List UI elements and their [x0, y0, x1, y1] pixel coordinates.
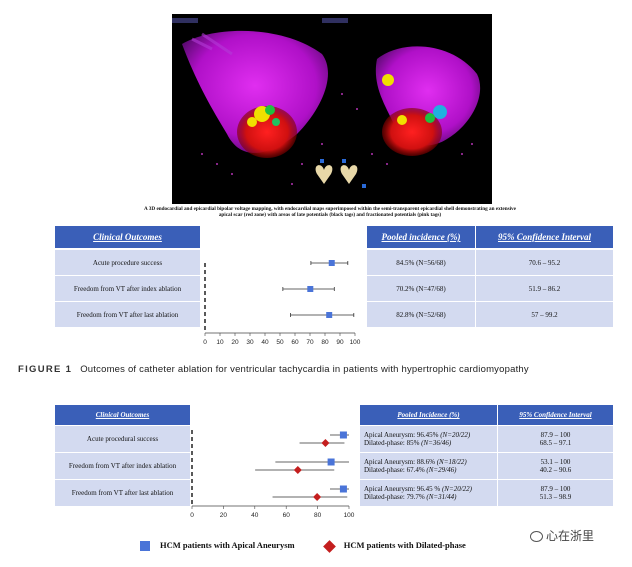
incidence-cell: Apical Aneurysm: 96.45 % (N=20/22) Dilat… [360, 480, 497, 506]
incidence-value: 84.5% (N=56/68) [367, 250, 475, 275]
confidence-interval-header-2: 95% Confidence Interval [498, 405, 613, 425]
incidence-value: 82.8% (N=52/68) [367, 302, 475, 327]
row-label: Freedom from VT after index ablation [55, 453, 190, 479]
legend-aneurysm: HCM patients with Apical Aneurysm [160, 540, 295, 550]
dilated-n: (N=31/44) [426, 493, 457, 501]
voltage-map-image [172, 14, 492, 204]
tick-label: 20 [231, 339, 239, 346]
tick-label: 80 [314, 512, 322, 519]
ci-cell: 87.9 – 100 68.5 – 97.1 [498, 426, 613, 452]
pooled-incidence-header: Pooled incidence (%) [367, 226, 475, 248]
orientation-icons [315, 159, 366, 188]
left-heart-map [182, 30, 328, 158]
blue-square-icon [140, 541, 150, 552]
legend-dilated: HCM patients with Dilated-phase [343, 540, 466, 550]
tick-label: 0 [203, 339, 207, 346]
ci-value: 57 – 99.2 [476, 302, 613, 327]
tick-label: 60 [283, 512, 291, 519]
red-diamond-icon [322, 539, 336, 553]
watermark: 心在浙里 [530, 527, 594, 544]
ci-dilated: 51.3 – 98.9 [539, 493, 572, 501]
tick-label: 50 [276, 339, 284, 346]
figure-caption: FIGURE 1 Outcomes of catheter ablation fo… [18, 364, 529, 375]
incidence-cell: Apical Aneurysm: 88.6% (N=18/22) Dilated… [360, 453, 497, 479]
row-label: Acute procedure success [55, 250, 200, 275]
confidence-interval-header: 95% Confidence Interval [476, 226, 613, 248]
tick-label: 80 [321, 339, 329, 346]
row-label: Acute procedural success [55, 426, 190, 452]
dilated-incidence: Dilated-phase: 67.4% [364, 466, 427, 474]
row-label: Freedom from VT after last ablation [55, 302, 200, 327]
tick-label: 100 [344, 512, 355, 519]
incidence-value: 70.2% (N=47/68) [367, 276, 475, 301]
ci-aneurysm: 53.1 – 100 [540, 458, 571, 466]
point-marker [307, 286, 314, 292]
legend: HCM patients with Apical Aneurysm HCM pa… [140, 539, 466, 553]
tick-label: 90 [336, 339, 344, 346]
dilated-marker [313, 493, 322, 501]
clinical-outcomes-header-2: Clinical Outcomes [55, 405, 190, 425]
forest-plot-top: 0 10 20 30 40 50 60 70 80 90 100 [203, 260, 361, 346]
aneurysm-incidence: Apical Aneurysm: 96.45 % [364, 485, 442, 493]
tick-label: 60 [291, 339, 299, 346]
point-marker [328, 260, 335, 266]
figure-title: Outcomes of catheter ablation for ventri… [80, 364, 529, 375]
aneurysm-marker [339, 431, 347, 439]
aneurysm-incidence: Apical Aneurysm: 96.45% [364, 431, 441, 439]
dilated-marker [321, 439, 330, 447]
dilated-n: (N=36/46) [421, 439, 452, 447]
tick-label: 40 [251, 512, 259, 519]
tick-label: 40 [261, 339, 269, 346]
aneurysm-n: (N=20/22) [440, 431, 471, 439]
tick-label: 0 [190, 512, 194, 519]
row-label: Freedom from VT after index ablation [55, 276, 200, 301]
aneurysm-marker [327, 458, 335, 466]
ci-value: 70.6 – 95.2 [476, 250, 613, 275]
chat-bubble-icon [530, 531, 543, 542]
tick-label: 30 [246, 339, 254, 346]
point-marker [326, 312, 333, 318]
aneurysm-incidence: Apical Aneurysm: 88.6% [364, 458, 437, 466]
aneurysm-marker [339, 485, 347, 493]
ci-dilated: 40.2 – 90.6 [539, 466, 572, 474]
watermark-text: 心在浙里 [546, 529, 595, 543]
ci-aneurysm: 87.9 – 100 [540, 485, 571, 493]
dilated-incidence: Dilated-phase: 79.7% [364, 493, 427, 501]
pooled-incidence-header-2: Pooled Incidence (%) [360, 405, 497, 425]
row-label: Freedom from VT after last ablation [55, 480, 190, 506]
figure-number: FIGURE 1 [18, 364, 73, 375]
ci-cell: 87.9 – 100 51.3 – 98.9 [498, 480, 613, 506]
dilated-n: (N=29/46) [426, 466, 457, 474]
forest-plot-bottom: 0 20 40 60 80 100 [190, 430, 355, 519]
tick-label: 20 [220, 512, 228, 519]
tick-label: 70 [306, 339, 314, 346]
aneurysm-n: (N=20/22) [441, 485, 472, 493]
ci-dilated: 68.5 – 97.1 [539, 439, 572, 447]
ci-aneurysm: 87.9 – 100 [540, 431, 571, 439]
tick-label: 100 [350, 339, 361, 346]
aneurysm-n: (N=18/22) [436, 458, 467, 466]
dilated-incidence: Dilated-phase: 85% [364, 439, 422, 447]
right-heart-map [375, 46, 481, 156]
dilated-marker [293, 466, 302, 474]
clinical-outcomes-header: Clinical Outcomes [55, 226, 200, 248]
incidence-cell: Apical Aneurysm: 96.45% (N=20/22) Dilate… [360, 426, 497, 452]
tag-dots [201, 93, 473, 185]
tick-label: 10 [216, 339, 224, 346]
ci-cell: 53.1 – 100 40.2 – 90.6 [498, 453, 613, 479]
map-caption: A 3D endocardial and epicardial bipolar … [144, 206, 516, 219]
ci-value: 51.9 – 86.2 [476, 276, 613, 301]
